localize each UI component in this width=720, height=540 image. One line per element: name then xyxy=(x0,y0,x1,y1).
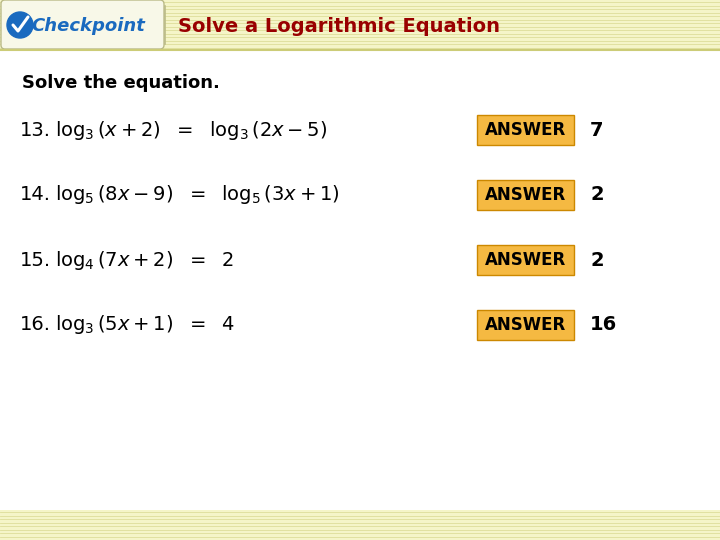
Circle shape xyxy=(7,12,33,38)
FancyBboxPatch shape xyxy=(477,115,574,145)
Text: 2: 2 xyxy=(590,186,603,205)
FancyBboxPatch shape xyxy=(477,180,574,210)
Text: Solve a Logarithmic Equation: Solve a Logarithmic Equation xyxy=(178,17,500,36)
Text: 15.: 15. xyxy=(20,251,51,269)
FancyBboxPatch shape xyxy=(0,0,720,50)
Text: Checkpoint: Checkpoint xyxy=(31,17,145,35)
Text: 13.: 13. xyxy=(20,120,51,139)
Text: ANSWER: ANSWER xyxy=(485,316,566,334)
Text: ANSWER: ANSWER xyxy=(485,251,566,269)
Text: $\log_3 ( 5x  +  1 )$  $=$  $4$: $\log_3 ( 5x + 1 )$ $=$ $4$ xyxy=(55,314,235,336)
Text: 16.: 16. xyxy=(20,315,51,334)
Text: 14.: 14. xyxy=(20,186,51,205)
Text: 7: 7 xyxy=(590,120,603,139)
Text: $\log_5 ( 8x  -  9 )$  $=$  $\log_5 ( 3x  +  1 )$: $\log_5 ( 8x - 9 )$ $=$ $\log_5 ( 3x + 1… xyxy=(55,184,340,206)
Text: $\log_4 ( 7x  +  2 )$  $=$  $2$: $\log_4 ( 7x + 2 )$ $=$ $2$ xyxy=(55,248,234,272)
Text: ANSWER: ANSWER xyxy=(485,186,566,204)
FancyBboxPatch shape xyxy=(0,50,720,510)
Text: 16: 16 xyxy=(590,315,617,334)
Text: Solve the equation.: Solve the equation. xyxy=(22,74,220,92)
FancyBboxPatch shape xyxy=(477,245,574,275)
Text: ANSWER: ANSWER xyxy=(485,121,566,139)
Text: 2: 2 xyxy=(590,251,603,269)
FancyBboxPatch shape xyxy=(1,0,164,49)
FancyBboxPatch shape xyxy=(0,510,720,540)
FancyBboxPatch shape xyxy=(477,310,574,340)
Text: $\log_3 ( x  +  2 )$  $=$  $\log_3 ( 2x  -  5 )$: $\log_3 ( x + 2 )$ $=$ $\log_3 ( 2x - 5 … xyxy=(55,118,328,141)
